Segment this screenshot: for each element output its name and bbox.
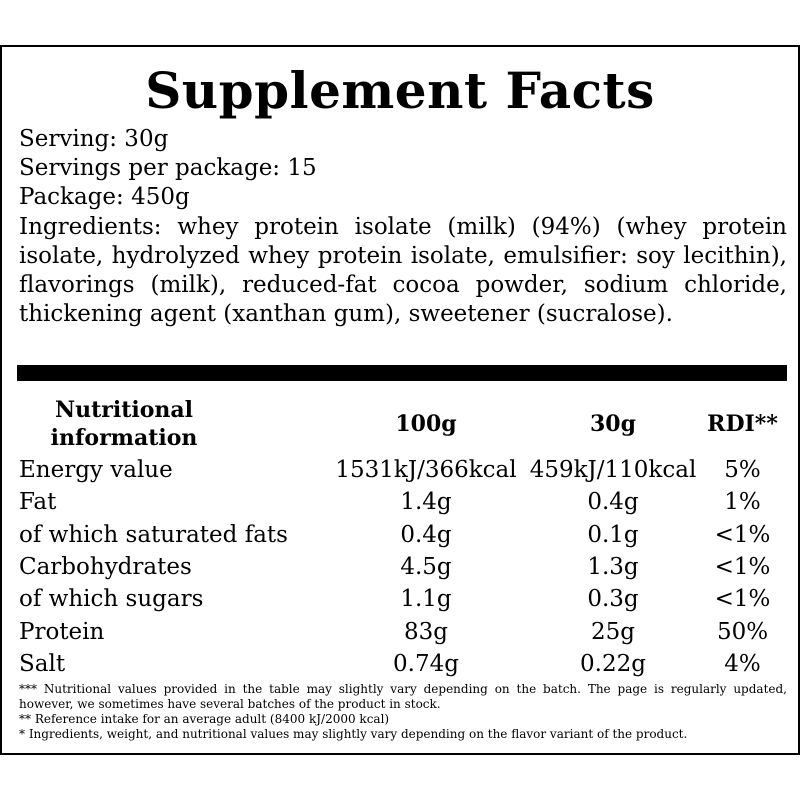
- value-per-30g: 0.22g: [580, 650, 646, 677]
- header-rdi: RDI**: [707, 411, 778, 437]
- table-row: Salt 0.74g 0.22g 4%: [19, 648, 787, 680]
- nutrient-name: Energy value: [19, 457, 173, 484]
- header-30g: 30g: [590, 411, 636, 437]
- value-rdi: 50%: [716, 618, 769, 645]
- nutrient-name: of which saturated fats: [19, 521, 288, 548]
- table-row: Carbohydrates 4.5g 1.3g <1%: [19, 551, 787, 583]
- supplement-facts-panel: Supplement Facts Serving: 30g Servings p…: [0, 45, 800, 755]
- value-per-30g: 0.3g: [587, 586, 639, 613]
- header-nutritional-information: Nutritional information: [50, 397, 198, 451]
- value-per-30g: 459kJ/110kcal: [529, 457, 697, 484]
- nutrient-name: Fat: [19, 489, 57, 516]
- footnote-flavor-variation: * Ingredients, weight, and nutritional v…: [19, 727, 688, 741]
- table-row: Energy value 1531kJ/366kcal 459kJ/110kca…: [19, 454, 787, 486]
- value-per-30g: 0.1g: [587, 521, 639, 548]
- table-row: of which sugars 1.1g 0.3g <1%: [19, 583, 787, 615]
- value-per-100g: 0.4g: [400, 521, 452, 548]
- footnote-reference-intake: ** Reference intake for an average adult…: [19, 712, 390, 726]
- nutrient-name: Carbohydrates: [19, 554, 192, 581]
- table-header-row: Nutritional information 100g 30g RDI**: [19, 394, 787, 454]
- header-100g: 100g: [395, 411, 457, 437]
- nutrition-table: Nutritional information 100g 30g RDI** E…: [19, 394, 787, 680]
- footnote-batch-variation: *** Nutritional values provided in the t…: [19, 682, 787, 711]
- value-rdi: <1%: [714, 554, 771, 581]
- table-row: Protein 83g 25g 50%: [19, 615, 787, 647]
- value-per-100g: 1.4g: [400, 489, 452, 516]
- value-rdi: 1%: [724, 489, 761, 516]
- value-per-100g: 1531kJ/366kcal: [335, 457, 517, 484]
- table-row: of which saturated fats 0.4g 0.1g <1%: [19, 519, 787, 551]
- footnotes: *** Nutritional values provided in the t…: [19, 682, 787, 742]
- value-per-30g: 1.3g: [587, 554, 639, 581]
- nutrient-name: Salt: [19, 650, 66, 677]
- value-per-100g: 0.74g: [393, 650, 459, 677]
- nutrient-name: Protein: [19, 618, 105, 645]
- value-rdi: 5%: [724, 457, 761, 484]
- value-per-30g: 25g: [591, 618, 635, 645]
- ingredients-text: Ingredients: whey protein isolate (milk)…: [19, 213, 787, 328]
- value-rdi: <1%: [714, 521, 771, 548]
- section-divider-bar: [17, 365, 787, 381]
- value-rdi: 4%: [724, 650, 761, 677]
- servings-per-package: Servings per package: 15: [19, 155, 317, 182]
- table-row: Fat 1.4g 0.4g 1%: [19, 486, 787, 518]
- serving-size: Serving: 30g: [19, 126, 169, 152]
- nutrient-name: of which sugars: [19, 586, 204, 613]
- value-per-100g: 4.5g: [400, 554, 452, 581]
- value-per-30g: 0.4g: [587, 489, 639, 516]
- package-size: Package: 450g: [19, 184, 190, 211]
- value-per-100g: 83g: [404, 618, 448, 645]
- product-info: Serving: 30g Servings per package: 15 Pa…: [19, 125, 787, 329]
- page-title: Supplement Facts: [145, 61, 655, 120]
- value-per-100g: 1.1g: [400, 586, 452, 613]
- value-rdi: <1%: [714, 586, 771, 613]
